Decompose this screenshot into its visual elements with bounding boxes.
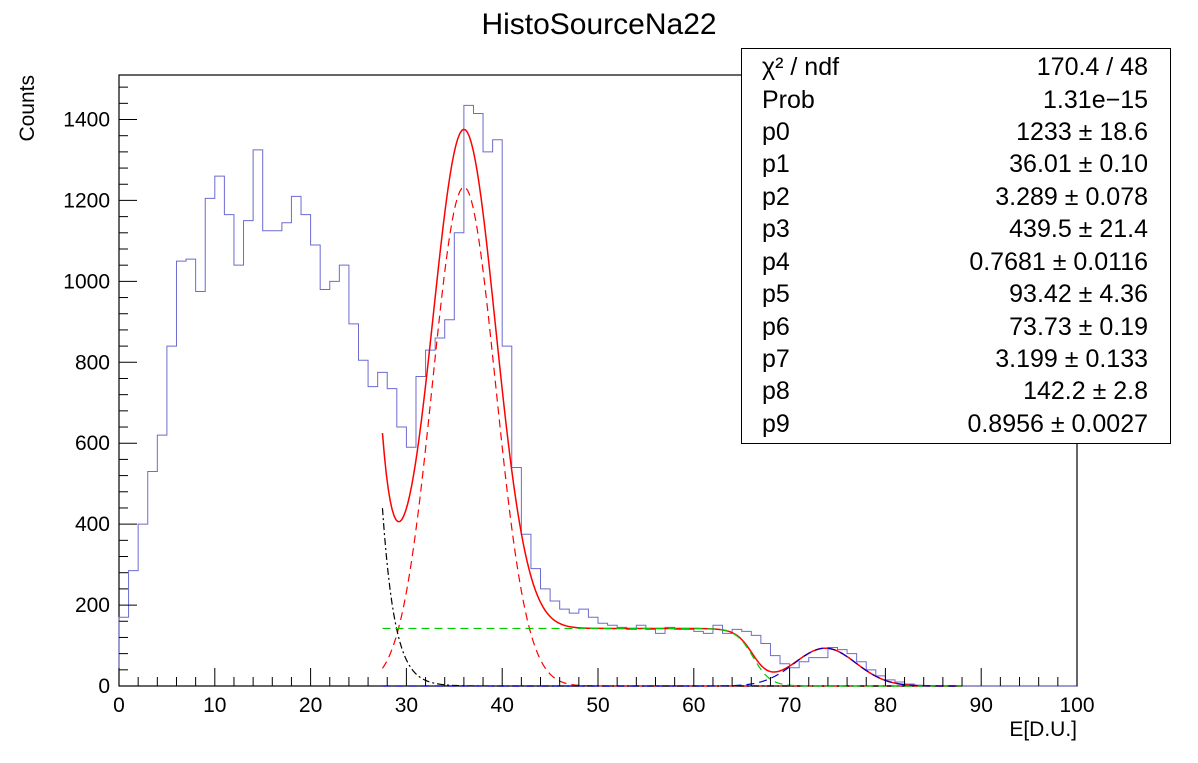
stat-value: 36.01 ± 0.10 <box>1009 150 1148 178</box>
stat-value: 3.289 ± 0.078 <box>995 183 1148 211</box>
x-tick-label: 60 <box>682 694 705 717</box>
y-tick-label: 600 <box>75 432 110 455</box>
stat-value: 93.42 ± 4.36 <box>1009 280 1148 308</box>
stat-value: 170.4 / 48 <box>1036 53 1148 81</box>
stat-name: p0 <box>762 118 790 146</box>
stat-value: 439.5 ± 21.4 <box>1009 215 1148 243</box>
y-tick-label: 1400 <box>63 109 110 132</box>
stat-name: p4 <box>762 248 790 276</box>
x-tick-label: 40 <box>491 694 514 717</box>
x-tick-label: 50 <box>586 694 609 717</box>
stat-row-p2: p2 3.289 ± 0.078 <box>742 183 1170 217</box>
chart-title: HistoSourceNa22 <box>481 8 717 41</box>
fit-stats-box: χ² / ndf 170.4 / 48 Prob 1.31e−15 p0 123… <box>741 48 1171 444</box>
y-tick-label: 200 <box>75 594 110 617</box>
stat-row-p1: p1 36.01 ± 0.10 <box>742 150 1170 184</box>
x-tick-label: 10 <box>203 694 226 717</box>
stat-row-chi2: χ² / ndf 170.4 / 48 <box>742 53 1170 87</box>
x-tick-label: 100 <box>1059 694 1094 717</box>
x-axis-label: E[D.U.] <box>1009 718 1077 741</box>
stat-value: 3.199 ± 0.133 <box>995 345 1148 373</box>
stat-row-p5: p5 93.42 ± 4.36 <box>742 280 1170 314</box>
stat-row-p9: p9 0.8956 ± 0.0027 <box>742 410 1170 444</box>
y-tick-label: 1000 <box>63 270 110 293</box>
y-tick-label: 0 <box>98 675 110 698</box>
fit-curve-exponential_background <box>381 508 963 687</box>
stat-name: p9 <box>762 410 790 438</box>
stat-row-p7: p7 3.199 ± 0.133 <box>742 345 1170 379</box>
stat-value: 73.73 ± 0.19 <box>1009 313 1148 341</box>
stat-name: p7 <box>762 345 790 373</box>
stat-value: 142.2 ± 2.8 <box>1023 377 1148 405</box>
stat-row-p4: p4 0.7681 ± 0.0116 <box>742 248 1170 282</box>
stat-value: 1233 ± 18.6 <box>1016 118 1148 146</box>
stat-name: p1 <box>762 150 790 178</box>
y-tick-label: 1200 <box>63 189 110 212</box>
x-tick-label: 30 <box>395 694 418 717</box>
stat-row-p3: p3 439.5 ± 21.4 <box>742 215 1170 249</box>
x-tick-label: 0 <box>113 694 125 717</box>
stat-row-prob: Prob 1.31e−15 <box>742 86 1170 120</box>
y-axis-label: Counts <box>16 75 39 142</box>
stat-value: 0.8956 ± 0.0027 <box>967 410 1148 438</box>
stat-row-p6: p6 73.73 ± 0.19 <box>742 313 1170 347</box>
stat-name: p2 <box>762 183 790 211</box>
x-tick-label: 90 <box>970 694 993 717</box>
stat-name: p3 <box>762 215 790 243</box>
histogram-series <box>118 104 1077 687</box>
fit-curve-compton_plateau <box>382 627 963 687</box>
x-tick-label: 20 <box>299 694 322 717</box>
x-tick-label: 80 <box>874 694 897 717</box>
stat-name: p6 <box>762 313 790 341</box>
stat-row-p0: p0 1233 ± 18.6 <box>742 118 1170 152</box>
stat-name: p8 <box>762 377 790 405</box>
stat-name: χ² / ndf <box>762 53 840 81</box>
x-tick-label: 70 <box>778 694 801 717</box>
plot-area: 0 10 20 30 40 50 60 70 80 90 100020040060080010001… <box>16 74 1095 741</box>
stat-row-p8: p8 142.2 ± 2.8 <box>742 377 1170 411</box>
stat-name: Prob <box>762 86 815 114</box>
y-tick-label: 800 <box>75 351 110 374</box>
stat-value: 1.31e−15 <box>1043 86 1148 114</box>
stat-name: p5 <box>762 280 790 308</box>
y-tick-label: 400 <box>75 513 110 536</box>
stat-value: 0.7681 ± 0.0116 <box>969 248 1148 276</box>
fit-curve-second_peak_gaussian <box>382 647 963 687</box>
fit-curve-photopeak_gaussian <box>381 186 963 687</box>
